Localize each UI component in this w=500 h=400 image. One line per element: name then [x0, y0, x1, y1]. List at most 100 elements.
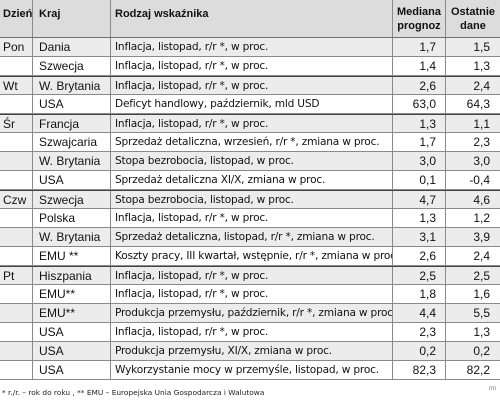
- table-body: Pon Dania Inflacja, listopad, r/r *, w pro…: [0, 38, 500, 380]
- indicator-cell: Produkcja przemysłu, październik, r/r *,…: [110, 304, 392, 322]
- table-row: Polska Inflacja, listopad, r/r *, w proc.…: [0, 209, 500, 228]
- day-cell: [0, 247, 32, 265]
- day-cell: [0, 95, 32, 113]
- last-data-cell: 82,2: [445, 361, 500, 379]
- day-cell: Śr: [3, 116, 15, 131]
- header-forecast: Mediana prognoz: [392, 0, 445, 37]
- footnote: * r./r. – rok do roku , ** EMU – Europej…: [2, 388, 265, 397]
- indicator-cell: Inflacja, listopad, r/r *, w proc.: [110, 77, 392, 94]
- table-row: W. Brytania Sprzedaż detaliczna, listopad…: [0, 228, 500, 247]
- day-cell: [0, 133, 32, 151]
- country-cell: W. Brytania: [32, 77, 110, 94]
- last-data-cell: 4,6: [445, 191, 500, 208]
- forecast-cell: 3,0: [392, 152, 445, 170]
- last-data-cell: 1,5: [445, 38, 500, 56]
- table-header-row: Dzień Kraj Rodzaj wskaźnika Mediana prog…: [0, 0, 500, 38]
- indicator-cell: Deficyt handlowy, październik, mld USD: [110, 95, 392, 113]
- forecast-cell: 4,4: [392, 304, 445, 322]
- forecast-cell: 1,7: [392, 38, 445, 56]
- table-row: EMU** Inflacja, listopad, r/r *, w proc. 1…: [0, 285, 500, 304]
- day-cell: [0, 304, 32, 322]
- table-row: Szwecja Inflacja, listopad, r/r *, w proc…: [0, 57, 500, 76]
- forecast-cell: 0,2: [392, 342, 445, 360]
- day-cell: Czw: [3, 192, 27, 207]
- day-cell: [0, 342, 32, 360]
- country-cell: Hiszpania: [32, 267, 110, 284]
- table-row: W. Brytania Stopa bezrobocia, listopad, w…: [0, 152, 500, 171]
- last-data-cell: 2,4: [445, 247, 500, 265]
- indicator-cell: Inflacja, listopad, r/r *, w proc.: [110, 38, 392, 56]
- table-row: Pon Dania Inflacja, listopad, r/r *, w pro…: [0, 38, 500, 57]
- header-day: Dzień: [3, 8, 32, 20]
- day-cell: [0, 209, 32, 227]
- day-cell: Wt: [3, 78, 18, 93]
- country-cell: USA: [32, 95, 110, 113]
- day-cell: Pon: [3, 40, 25, 54]
- table-row: Wt W. Brytania Inflacja, listopad, r/r *, …: [0, 76, 500, 95]
- country-cell: Dania: [32, 38, 110, 56]
- day-cell: [0, 361, 32, 379]
- indicator-cell: Sprzedaż detaliczna XI/X, zmiana w proc.: [110, 171, 392, 189]
- indicator-cell: Sprzedaż detaliczna, listopad, r/r *, zm…: [110, 228, 392, 246]
- country-cell: Szwecja: [32, 57, 110, 75]
- indicator-cell: Inflacja, listopad, r/r *, w proc.: [110, 209, 392, 227]
- header-last-data: Ostatnie dane: [445, 0, 500, 37]
- last-data-cell: 3,9: [445, 228, 500, 246]
- last-data-cell: 3,0: [445, 152, 500, 170]
- header-country: Kraj: [32, 0, 110, 37]
- last-data-cell: 1,1: [445, 115, 500, 132]
- country-cell: EMU**: [32, 285, 110, 303]
- indicator-cell: Inflacja, listopad, r/r *, w proc.: [110, 267, 392, 284]
- table-row: Szwajcaria Sprzedaż detaliczna, wrzesień,…: [0, 133, 500, 152]
- country-cell: Polska: [32, 209, 110, 227]
- country-cell: USA: [32, 171, 110, 189]
- last-data-cell: 5,5: [445, 304, 500, 322]
- last-data-cell: 1,2: [445, 209, 500, 227]
- forecast-cell: 1,7: [392, 133, 445, 151]
- country-cell: USA: [32, 342, 110, 360]
- last-data-cell: 2,4: [445, 77, 500, 94]
- header-forecast-line1: Mediana: [396, 5, 441, 18]
- forecast-cell: 3,1: [392, 228, 445, 246]
- last-data-cell: 2,3: [445, 133, 500, 151]
- forecast-cell: 0,1: [392, 171, 445, 189]
- country-cell: USA: [32, 361, 110, 379]
- last-data-cell: 2,5: [445, 267, 500, 284]
- forecast-cell: 2,3: [392, 323, 445, 341]
- table-row: EMU** Produkcja przemysłu, październik, r…: [0, 304, 500, 323]
- last-data-cell: 64,3: [445, 95, 500, 113]
- header-forecast-line2: prognoz: [397, 19, 441, 32]
- day-cell: Pt: [3, 268, 15, 283]
- table-row: Czw Szwecja Stopa bezrobocia, listopad, w …: [0, 190, 500, 209]
- table-row: Śr Francja Inflacja, listopad, r/r *, w pr…: [0, 114, 500, 133]
- forecast-cell: 2,6: [392, 247, 445, 265]
- country-cell: W. Brytania: [32, 228, 110, 246]
- country-cell: Szwecja: [32, 191, 110, 208]
- header-indicator: Rodzaj wskaźnika: [110, 0, 392, 37]
- indicator-cell: Produkcja przemysłu, XI/X, zmiana w proc…: [110, 342, 392, 360]
- indicator-cell: Stopa bezrobocia, listopad, w proc.: [110, 152, 392, 170]
- indicator-cell: Inflacja, listopad, r/r *, w proc.: [110, 323, 392, 341]
- forecast-cell: 1,3: [392, 209, 445, 227]
- country-cell: W. Brytania: [32, 152, 110, 170]
- country-cell: EMU**: [32, 304, 110, 322]
- indicator-cell: Inflacja, listopad, r/r *, w proc.: [110, 285, 392, 303]
- forecast-cell: 82,3: [392, 361, 445, 379]
- indicator-cell: Koszty pracy, III kwartał, wstępnie, r/r…: [110, 247, 392, 265]
- forecast-cell: 1,3: [392, 115, 445, 132]
- forecast-cell: 63,0: [392, 95, 445, 113]
- last-data-cell: 1,3: [445, 57, 500, 75]
- forecast-cell: 4,7: [392, 191, 445, 208]
- author-mark: rm: [489, 386, 496, 392]
- economic-calendar-table: Dzień Kraj Rodzaj wskaźnika Mediana prog…: [0, 0, 500, 380]
- country-cell: Szwajcaria: [32, 133, 110, 151]
- header-last-line1: Ostatnie: [450, 5, 495, 18]
- day-cell: [0, 323, 32, 341]
- last-data-cell: 1,3: [445, 323, 500, 341]
- header-last-line2: dane: [460, 19, 486, 32]
- country-cell: USA: [32, 323, 110, 341]
- day-cell: [0, 228, 32, 246]
- table-row: USA Produkcja przemysłu, XI/X, zmiana w p…: [0, 342, 500, 361]
- table-row: USA Wykorzystanie mocy w przemyśle, listo…: [0, 361, 500, 380]
- table-row: EMU ** Koszty pracy, III kwartał, wstępni…: [0, 247, 500, 266]
